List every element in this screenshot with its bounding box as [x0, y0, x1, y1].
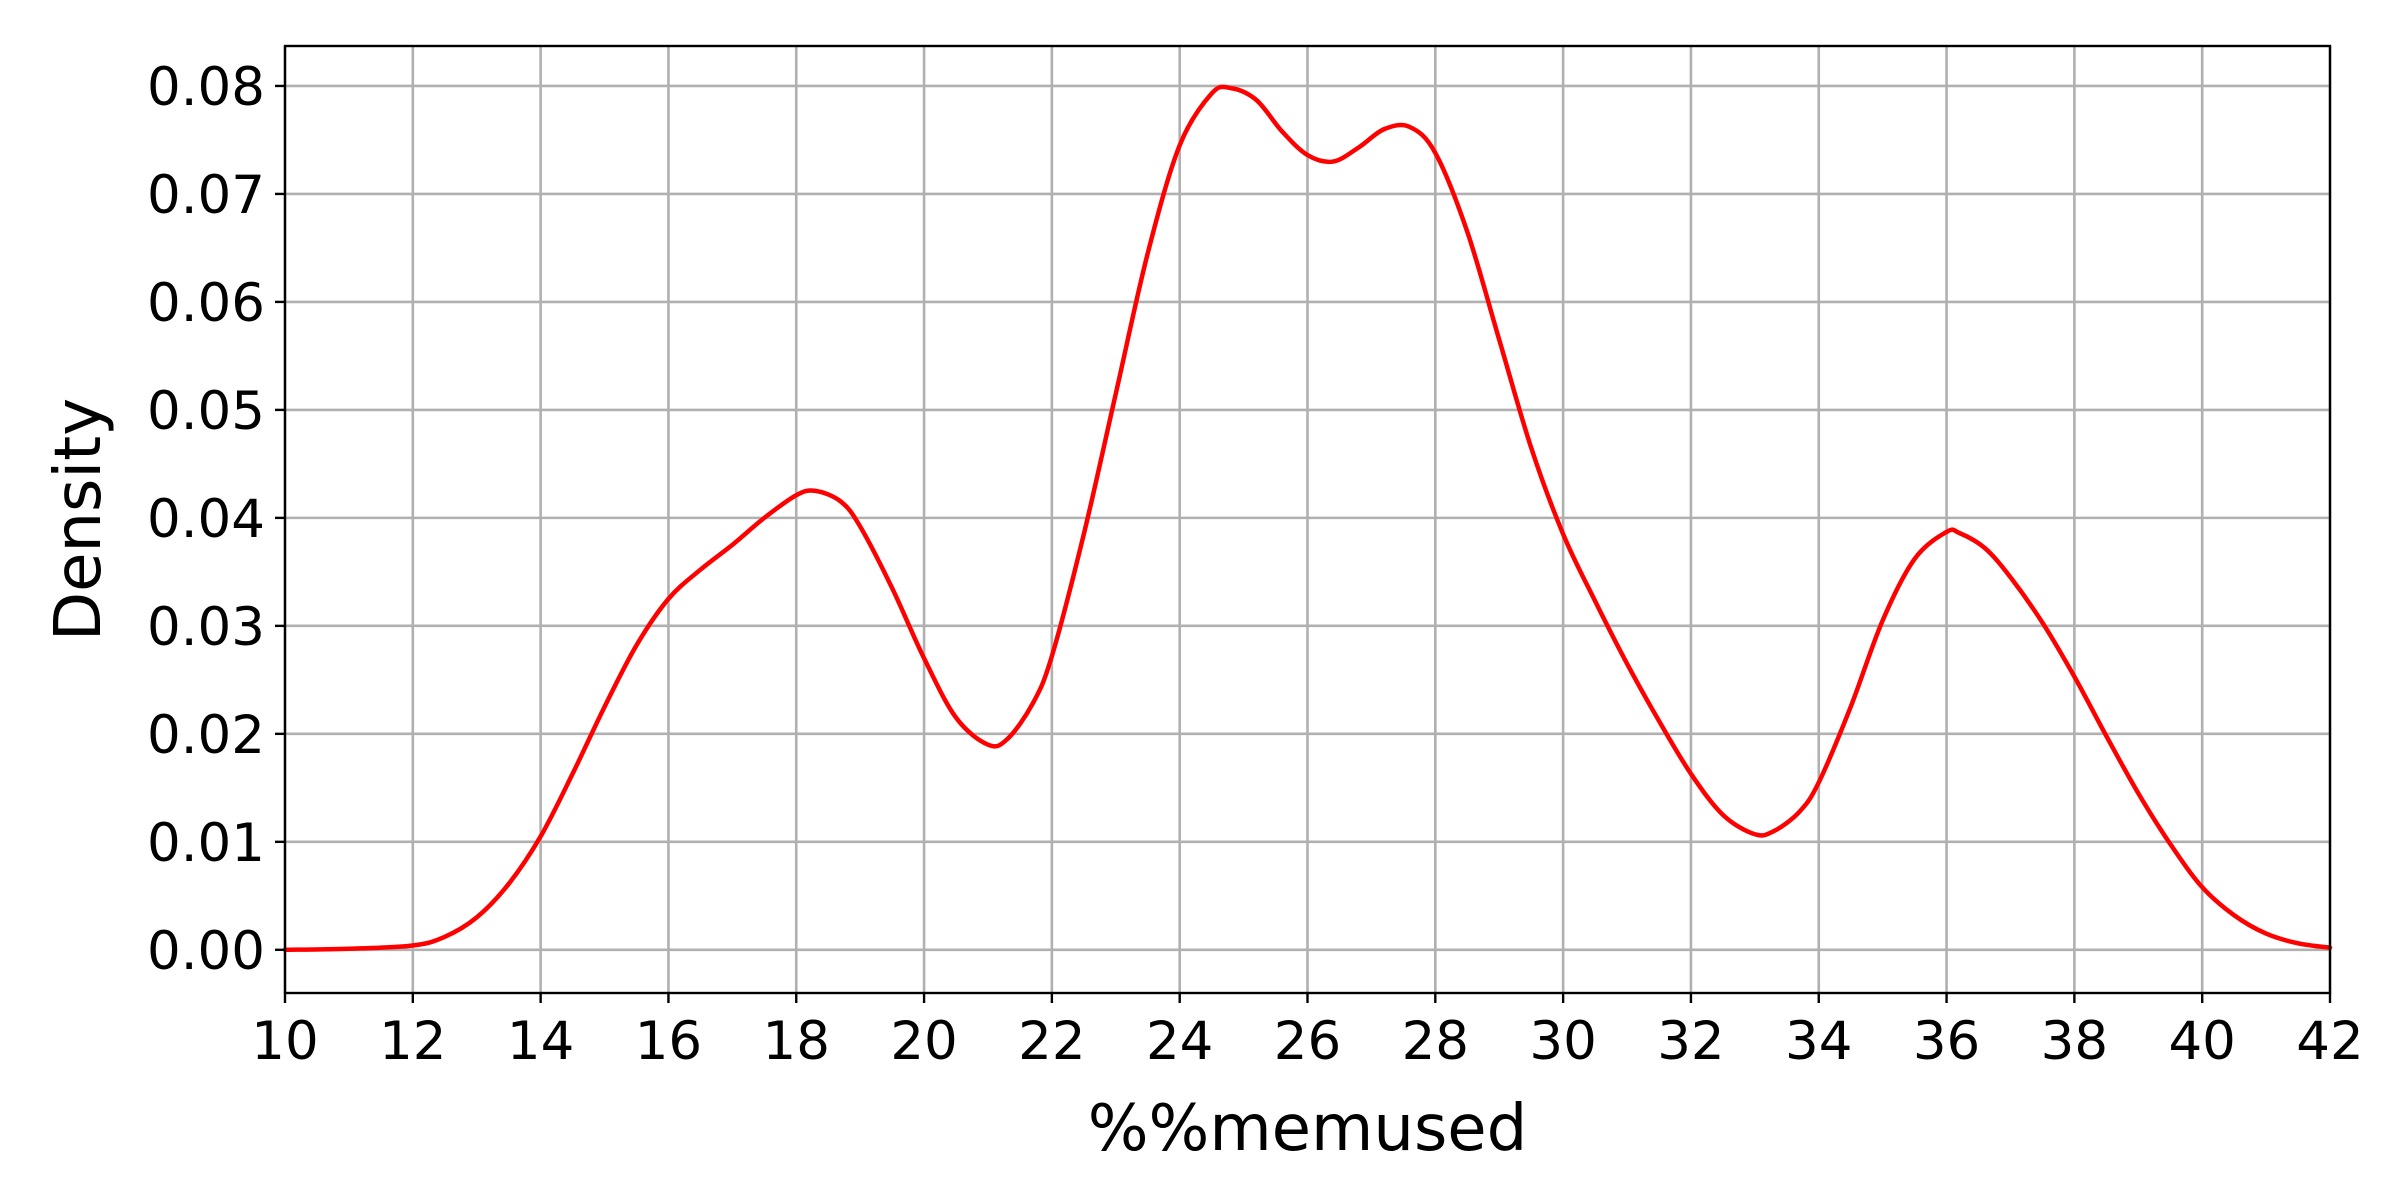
x-tick-label: 32	[1657, 1011, 1724, 1072]
y-tick-label: 0.01	[147, 813, 265, 874]
density-curve	[282, 84, 2333, 953]
y-tick-label: 0.06	[147, 273, 265, 334]
x-axis-ticks: 10 12 14 16 18 20 22 24 26 28 30 32 34 36 38 40 42	[251, 993, 2364, 1072]
x-tick-label: 10	[251, 1011, 318, 1072]
y-tick-label: 0.08	[147, 57, 265, 118]
x-tick-label: 40	[2168, 1011, 2235, 1072]
series-layer	[282, 84, 2333, 953]
x-tick-label: 30	[1529, 1011, 1596, 1072]
x-tick-label: 20	[890, 1011, 957, 1072]
x-tick-label: 38	[2041, 1011, 2108, 1072]
y-tick-label: 0.03	[147, 597, 265, 658]
x-tick-label: 16	[635, 1011, 702, 1072]
y-tick-label: 0.00	[147, 921, 265, 982]
x-tick-label: 22	[1018, 1011, 1085, 1072]
y-tick-label: 0.07	[147, 165, 265, 226]
grid	[283, 46, 2332, 993]
x-tick-label: 42	[2296, 1011, 2363, 1072]
x-tick-label: 14	[507, 1011, 574, 1072]
y-axis-label: Density	[42, 398, 116, 641]
x-axis-label: %%memused	[1088, 1092, 1528, 1166]
y-axis-ticks: 0.00 0.01 0.02 0.03 0.04 0.05 0.06 0.07 0.08	[147, 57, 285, 982]
x-tick-label: 18	[763, 1011, 830, 1072]
y-tick-label: 0.04	[147, 489, 265, 550]
x-tick-label: 12	[379, 1011, 446, 1072]
x-tick-label: 26	[1274, 1011, 1341, 1072]
x-tick-label: 36	[1913, 1011, 1980, 1072]
x-tick-label: 28	[1402, 1011, 1469, 1072]
y-tick-label: 0.02	[147, 705, 265, 766]
x-tick-label: 34	[1785, 1011, 1852, 1072]
x-tick-label: 24	[1146, 1011, 1213, 1072]
y-tick-label: 0.05	[147, 381, 265, 442]
